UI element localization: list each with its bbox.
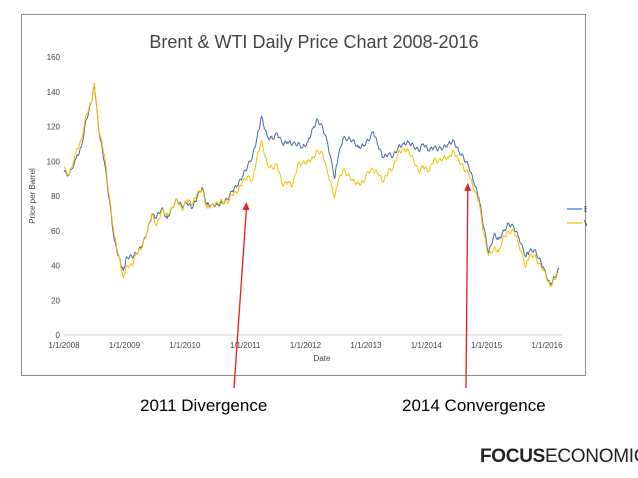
chart-svg: Brent & WTI Daily Price Chart 2008-2016 … [28,32,587,363]
y-tick-label: 0 [56,331,61,340]
legend-label-brent: Brent [584,205,587,214]
focus-economics-logo: FOCUSECONOMICS [480,446,638,468]
x-tick-label: 1/1/2010 [169,341,201,350]
y-tick-label: 140 [47,88,61,97]
legend: Brent WTI [567,205,587,228]
x-tick-label: 1/1/2009 [109,341,141,350]
legend-label-wti: WTI [584,219,587,228]
convergence-annotation: 2014 Convergence [402,396,546,415]
y-tick-label: 20 [51,296,60,305]
y-tick-label: 60 [51,227,60,236]
series-line-brent [63,84,560,286]
x-axis-ticks: 1/1/2008 1/1/2009 1/1/2010 1/1/2011 1/1/2012… [48,341,563,350]
y-axis-ticks: 0 20 40 60 80 100 120 140 160 [47,53,61,340]
y-tick-label: 40 [51,262,60,271]
y-tick-label: 80 [51,192,60,201]
y-axis-label: Price per Barrel [28,168,37,224]
x-tick-label: 1/1/2012 [290,341,322,350]
x-tick-label: 1/1/2013 [350,341,382,350]
x-axis-label: Date [314,354,331,363]
x-tick-label: 1/1/2008 [48,341,80,350]
y-tick-label: 160 [47,53,61,62]
chart-title: Brent & WTI Daily Price Chart 2008-2016 [149,32,478,52]
series-group [63,82,560,287]
chart-frame: Brent & WTI Daily Price Chart 2008-2016 … [21,14,587,376]
x-tick-label: 1/1/2014 [411,341,443,350]
y-tick-label: 120 [47,123,61,132]
divergence-annotation: 2011 Divergence [140,396,268,415]
x-tick-label: 1/1/2011 [230,341,261,350]
y-tick-label: 100 [47,157,61,166]
x-tick-label: 1/1/2015 [471,341,503,350]
logo-bold-text: FOCUS [480,446,546,467]
x-tick-label: 1/1/2016 [531,341,563,350]
series-line-wti [63,82,560,287]
logo-normal-text: ECONOMICS [545,446,638,467]
